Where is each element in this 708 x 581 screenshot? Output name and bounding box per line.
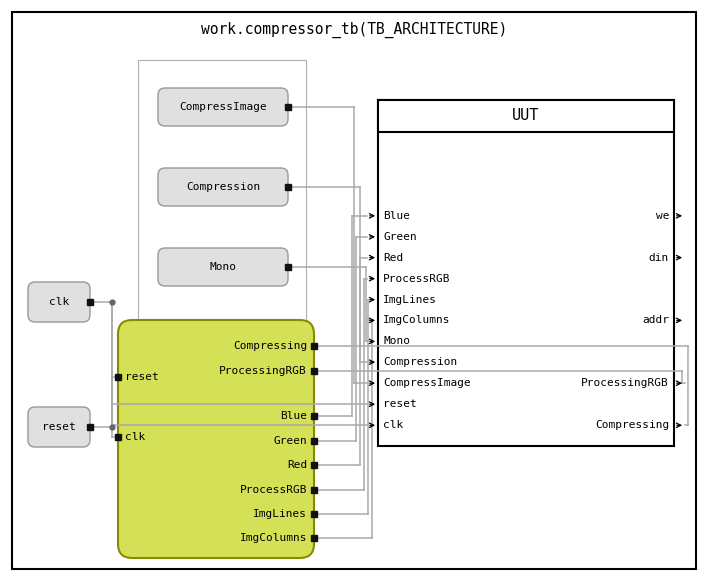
Text: addr: addr — [642, 315, 669, 325]
Text: ImgColumns: ImgColumns — [239, 533, 307, 543]
Bar — [378, 100, 674, 446]
Text: Mono: Mono — [210, 262, 236, 272]
FancyBboxPatch shape — [28, 407, 90, 447]
Text: ImgLines: ImgLines — [253, 509, 307, 519]
Text: Compressing: Compressing — [233, 341, 307, 351]
Text: Compression: Compression — [186, 182, 260, 192]
Text: reset: reset — [125, 372, 159, 382]
Text: ProcessingRGB: ProcessingRGB — [581, 378, 669, 388]
Text: reset: reset — [383, 399, 417, 409]
Text: Green: Green — [273, 436, 307, 446]
Text: we: we — [656, 211, 669, 221]
Text: ProcessRGB: ProcessRGB — [239, 485, 307, 495]
Text: Compressing: Compressing — [595, 420, 669, 431]
FancyBboxPatch shape — [28, 282, 90, 322]
Text: Compression: Compression — [383, 357, 457, 367]
FancyBboxPatch shape — [158, 248, 288, 286]
Text: ImgColumns: ImgColumns — [383, 315, 450, 325]
Text: Red: Red — [383, 253, 404, 263]
Text: CompressImage: CompressImage — [179, 102, 267, 112]
Bar — [138, 60, 306, 356]
Text: clk: clk — [49, 297, 69, 307]
Text: ProcessRGB: ProcessRGB — [383, 274, 450, 284]
Text: ImgLines: ImgLines — [383, 295, 437, 304]
Text: Mono: Mono — [383, 336, 410, 346]
Text: clk: clk — [125, 432, 145, 442]
Text: din: din — [649, 253, 669, 263]
Text: CompressImage: CompressImage — [383, 378, 471, 388]
Text: clk: clk — [383, 420, 404, 431]
Text: reset: reset — [42, 422, 76, 432]
FancyBboxPatch shape — [158, 88, 288, 126]
Text: Blue: Blue — [383, 211, 410, 221]
Text: Blue: Blue — [280, 411, 307, 421]
Text: ProcessingRGB: ProcessingRGB — [219, 366, 307, 376]
Text: UUT: UUT — [513, 109, 539, 124]
Text: work.compressor_tb(TB_ARCHITECTURE): work.compressor_tb(TB_ARCHITECTURE) — [201, 22, 507, 38]
Bar — [378, 100, 674, 132]
Text: Red: Red — [287, 460, 307, 470]
FancyBboxPatch shape — [158, 168, 288, 206]
Text: Green: Green — [383, 232, 417, 242]
FancyBboxPatch shape — [118, 320, 314, 558]
